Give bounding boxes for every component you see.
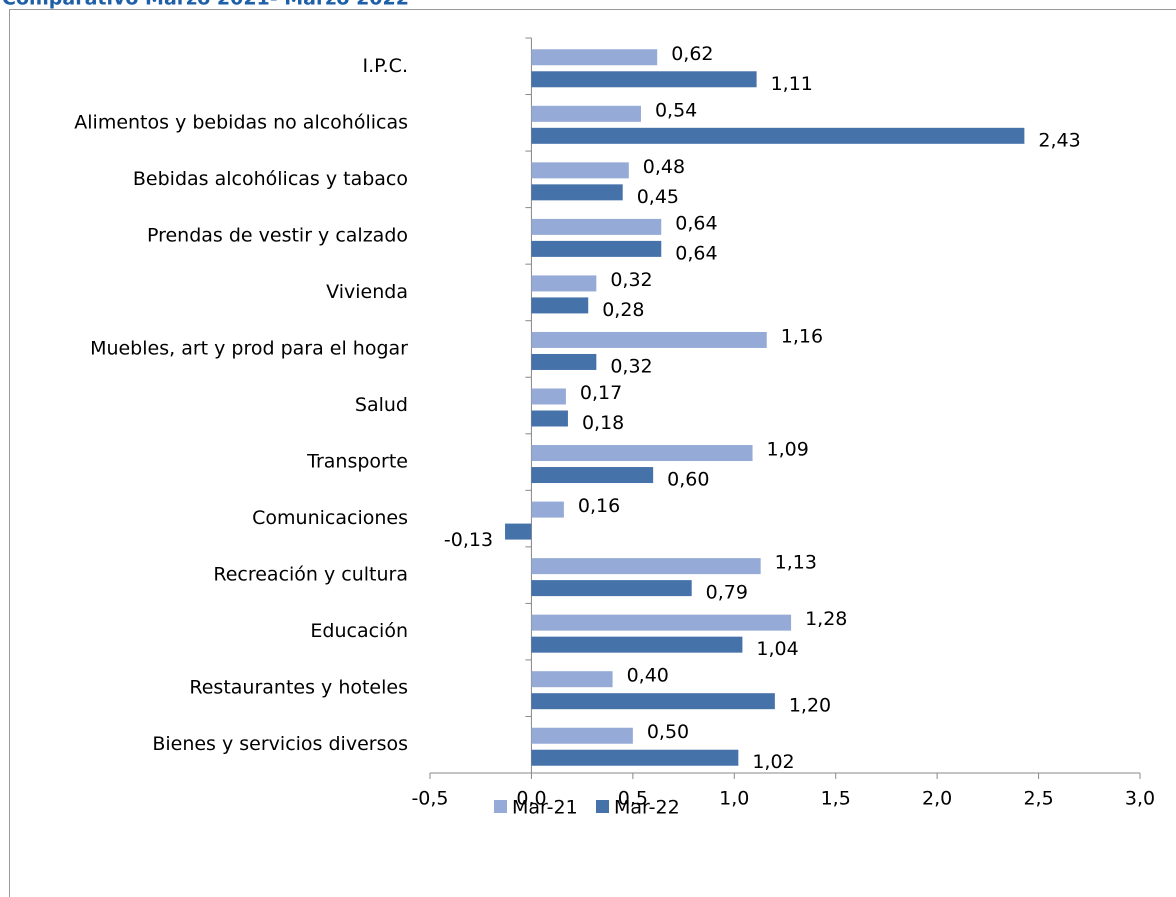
value-label: 0,79 (706, 582, 748, 604)
y-tick-label: Bienes y servicios diversos (152, 733, 408, 755)
value-label: 1,13 (775, 552, 817, 574)
bar (531, 71, 757, 88)
y-tick-label: Alimentos y bebidas no alcohólicas (74, 111, 408, 133)
bar (531, 218, 662, 235)
value-label: -0,13 (444, 529, 493, 551)
chart-title: Comparativo Marzo 2021- Marzo 2022 (2, 0, 409, 10)
bar (531, 49, 658, 66)
value-label: 0,64 (675, 242, 717, 264)
bar (531, 331, 767, 348)
legend-label: Mar-22 (614, 797, 680, 819)
x-tick-label: 0,5 (618, 788, 648, 810)
bar (531, 105, 641, 122)
bar (531, 353, 597, 370)
value-label: 0,60 (667, 469, 709, 491)
bar (531, 297, 589, 314)
value-label: 0,17 (580, 382, 622, 404)
x-tick-label: 0,0 (516, 788, 546, 810)
bar (505, 523, 532, 540)
y-tick-label: Restaurantes y hoteles (189, 677, 408, 699)
x-tick-label: 1,5 (821, 788, 851, 810)
bar (531, 693, 775, 710)
value-label: 0,50 (647, 721, 689, 743)
value-label: 1,16 (781, 325, 823, 347)
bar (531, 580, 692, 597)
value-label: 0,32 (610, 269, 652, 291)
legend-swatch (596, 800, 609, 813)
bar (531, 614, 792, 631)
legend-label: Mar-21 (512, 797, 578, 819)
x-tick-label: 1,0 (719, 788, 749, 810)
y-tick-label: Prendas de vestir y calzado (147, 224, 408, 246)
y-tick-label: Transporte (306, 451, 408, 473)
bar (531, 410, 568, 427)
value-label: 1,04 (756, 638, 798, 660)
bar (531, 275, 597, 292)
y-tick-label: Educación (310, 620, 408, 642)
y-tick-label: Bebidas alcohólicas y tabaco (133, 168, 408, 190)
value-label: 1,20 (789, 695, 831, 717)
value-label: 0,28 (602, 299, 644, 321)
value-label: 0,45 (637, 186, 679, 208)
y-tick-label: Salud (355, 394, 408, 416)
bar (531, 184, 623, 201)
y-tick-label: Muebles, art y prod para el hogar (90, 337, 408, 359)
y-tick-label: Recreación y cultura (213, 564, 408, 586)
x-tick-label: 3,0 (1125, 788, 1155, 810)
bar (531, 749, 739, 766)
y-tick-label: I.P.C. (363, 55, 409, 77)
value-label: 1,28 (805, 608, 847, 630)
bar (531, 240, 662, 257)
value-label: 0,16 (578, 495, 620, 517)
chart-frame (9, 9, 1176, 897)
x-tick-label: 2,5 (1023, 788, 1053, 810)
bar (531, 558, 761, 575)
x-tick-label: 2,0 (922, 788, 952, 810)
value-label: 0,54 (655, 99, 697, 121)
value-label: 1,11 (771, 73, 813, 95)
y-tick-label: Vivienda (326, 281, 408, 303)
value-label: 0,32 (610, 355, 652, 377)
value-label: 1,09 (767, 439, 809, 461)
value-label: 0,40 (627, 665, 669, 687)
x-tick-label: -0,5 (411, 788, 448, 810)
bar (531, 467, 654, 484)
value-label: 0,48 (643, 156, 685, 178)
legend-swatch (494, 800, 507, 813)
bar (531, 501, 564, 518)
bar (531, 388, 566, 405)
y-tick-label: Comunicaciones (252, 507, 408, 529)
bar (531, 727, 633, 744)
value-label: 0,62 (671, 43, 713, 65)
value-label: 1,02 (752, 751, 794, 773)
bar (531, 127, 1025, 144)
value-label: 2,43 (1038, 129, 1080, 151)
value-label: 0,18 (582, 412, 624, 434)
bar (531, 636, 743, 653)
bar (531, 445, 753, 462)
bar (531, 162, 629, 179)
value-label: 0,64 (675, 212, 717, 234)
bar (531, 671, 613, 688)
